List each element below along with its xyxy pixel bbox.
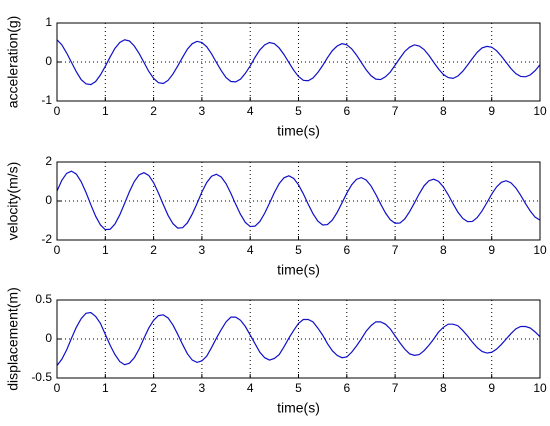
x-tick-label: 1: [102, 381, 109, 395]
plot-frame: [56, 161, 541, 241]
y-tick-label: -0.5: [31, 370, 52, 384]
x-tick-label: 3: [199, 243, 206, 257]
x-tick-label: 0: [54, 243, 61, 257]
x-tick-label: 10: [533, 104, 547, 118]
x-tick-label: 8: [440, 381, 447, 395]
x-axis-label: time(s): [277, 400, 320, 416]
x-tick-label: 9: [488, 243, 495, 257]
x-tick-label: 0: [54, 381, 61, 395]
x-tick-label: 8: [440, 243, 447, 257]
x-tick-label: 2: [150, 243, 157, 257]
y-tick-label: -1: [41, 93, 52, 107]
y-tick-label: 1: [45, 15, 52, 29]
y-tick-label: -2: [41, 232, 52, 246]
x-tick-label: 1: [102, 243, 109, 257]
y-tick-label: 0.5: [35, 292, 52, 306]
x-tick-label: 5: [295, 243, 302, 257]
y-tick-label: 2: [45, 154, 52, 168]
x-tick-label: 3: [199, 381, 206, 395]
x-tick-label: 9: [488, 381, 495, 395]
x-tick-label: 1: [102, 104, 109, 118]
plot-frame: [56, 22, 541, 102]
x-tick-label: 4: [247, 381, 254, 395]
data-line: [56, 39, 541, 86]
y-tick-label: 0: [45, 331, 52, 345]
x-axis-label: time(s): [277, 262, 320, 278]
y-axis-label: displacement(m): [5, 287, 21, 390]
x-tick-label: 5: [295, 381, 302, 395]
y-tick-label: 0: [45, 54, 52, 68]
x-tick-label: 6: [343, 381, 350, 395]
x-tick-label: 6: [343, 243, 350, 257]
plot-frame: [56, 299, 541, 379]
x-tick-label: 7: [392, 104, 399, 118]
x-tick-label: 0: [54, 104, 61, 118]
data-line: [56, 170, 541, 231]
y-axis-label: velocity(m/s): [5, 162, 21, 241]
x-tick-label: 10: [533, 243, 547, 257]
x-tick-label: 3: [199, 104, 206, 118]
x-tick-label: 7: [392, 243, 399, 257]
x-tick-label: 9: [488, 104, 495, 118]
x-tick-label: 2: [150, 381, 157, 395]
x-tick-label: 2: [150, 104, 157, 118]
x-tick-label: 4: [247, 104, 254, 118]
x-tick-label: 5: [295, 104, 302, 118]
x-tick-label: 6: [343, 104, 350, 118]
x-tick-label: 7: [392, 381, 399, 395]
y-axis-label: acceleration(g): [5, 16, 21, 109]
x-tick-label: 10: [533, 381, 547, 395]
x-tick-label: 8: [440, 104, 447, 118]
data-line: [56, 311, 541, 366]
x-axis-label: time(s): [277, 123, 320, 139]
x-tick-label: 4: [247, 243, 254, 257]
y-tick-label: 0: [45, 193, 52, 207]
